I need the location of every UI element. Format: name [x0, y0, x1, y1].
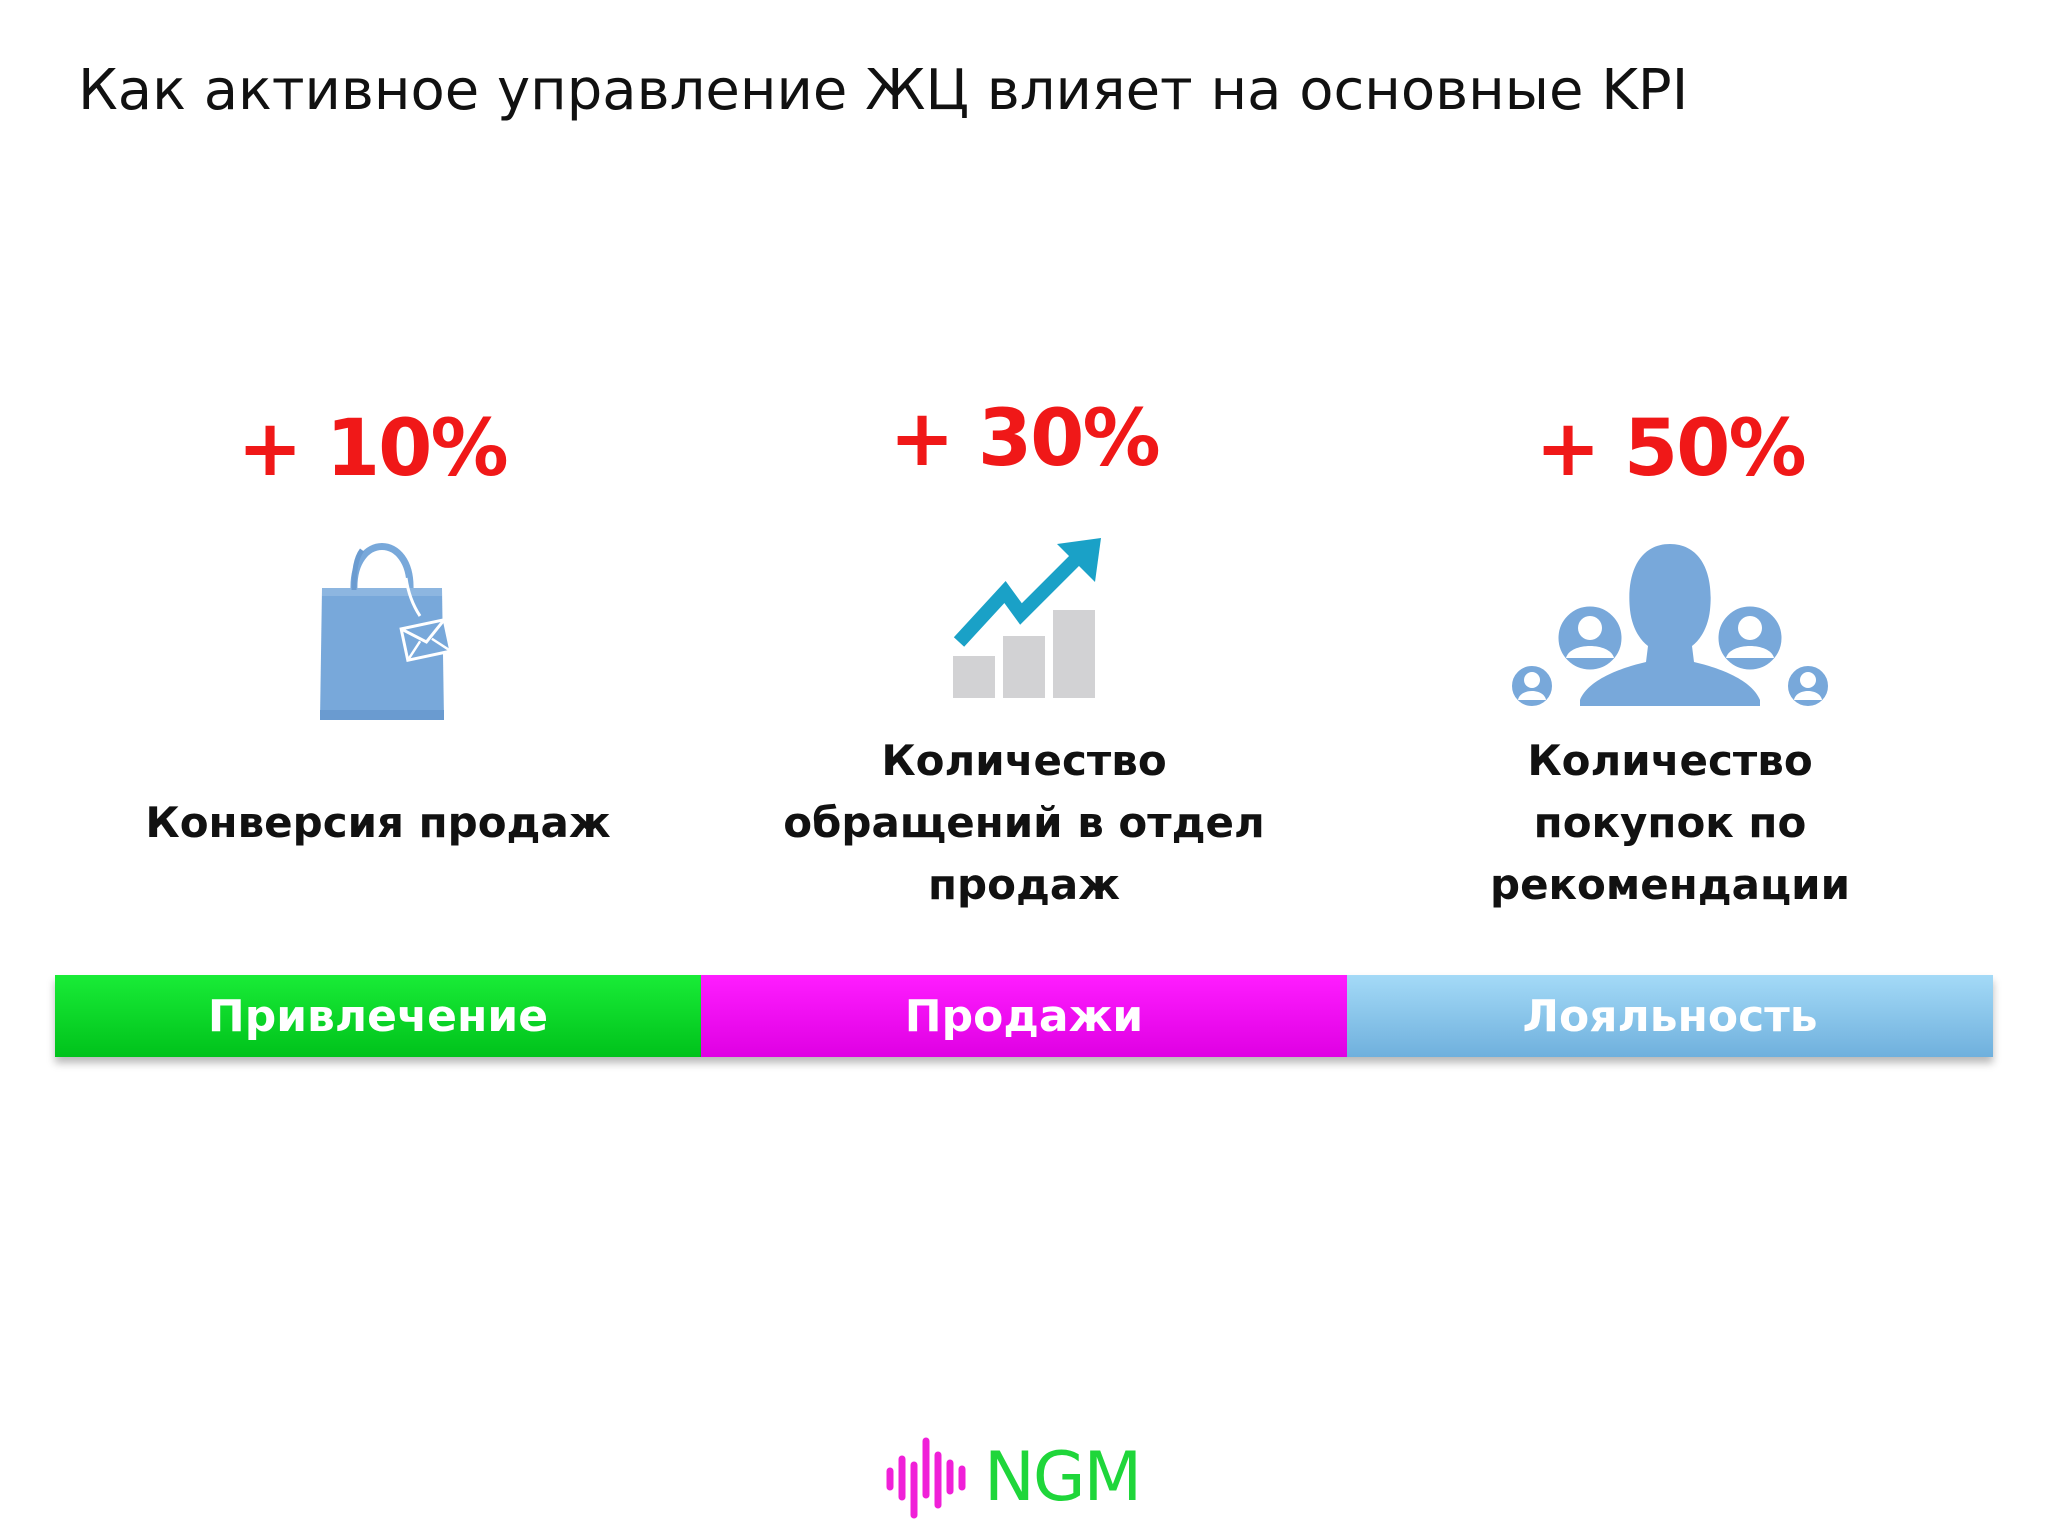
stage-sales: Продажи	[701, 975, 1347, 1057]
kpi-label-line: продаж	[928, 860, 1120, 909]
kpi-label-line: Количество	[881, 736, 1167, 785]
kpi-label: Количество обращений в отдел продаж	[704, 730, 1344, 916]
kpi-value: + 10%	[237, 404, 508, 494]
kpi-value: + 30%	[889, 394, 1160, 484]
shopping-bag-icon	[62, 530, 702, 730]
kpi-value: + 50%	[1535, 404, 1806, 494]
kpi-column-sales-inquiries: + 30% Количество обращений в отдел прода…	[704, 390, 1344, 950]
chart-bar-medium	[1003, 636, 1045, 698]
stage-loyalty: Лояльность	[1347, 975, 1993, 1057]
sound-wave-icon	[886, 1437, 966, 1519]
growth-chart-icon	[704, 530, 1344, 730]
kpi-label: Конверсия продаж	[58, 792, 698, 854]
chart-bar-small	[953, 656, 995, 698]
kpi-column-referral-purchases: + 50% Количество покупок по рекомендации	[1350, 390, 1990, 950]
ngm-logo: NGM	[884, 1432, 1164, 1522]
kpi-label-line: обращений в отдел	[783, 798, 1265, 847]
kpi-column-conversion: + 10% Конверсия продаж	[62, 390, 702, 950]
logo-text: NGM	[984, 1437, 1142, 1517]
kpi-label-line: Количество	[1527, 736, 1813, 785]
stage-attraction: Привлечение	[55, 975, 701, 1057]
slide-title: Как активное управление ЖЦ влияет на осн…	[78, 58, 1689, 123]
people-network-icon	[1350, 530, 1990, 730]
kpi-label-line: покупок по	[1533, 798, 1807, 847]
kpi-label: Количество покупок по рекомендации	[1350, 730, 1990, 916]
chart-bar-large	[1053, 610, 1095, 698]
kpi-label-line: Конверсия продаж	[145, 798, 611, 847]
lifecycle-stage-bar: Привлечение Продажи Лояльность	[55, 975, 1993, 1057]
kpi-label-line: рекомендации	[1490, 860, 1850, 909]
